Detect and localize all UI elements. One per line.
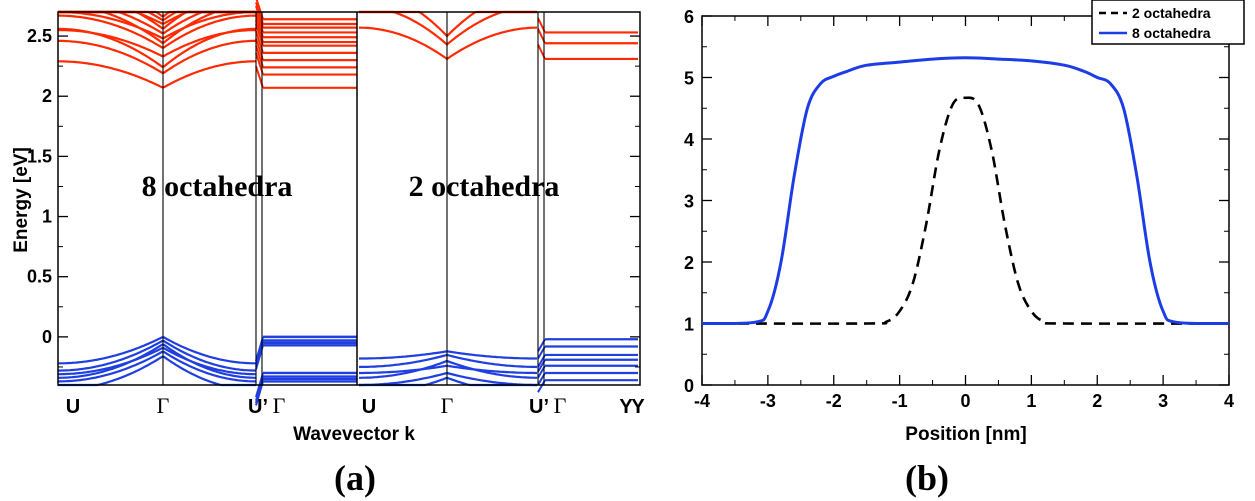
valence-band [58,343,256,379]
plot-frame-b [701,15,1230,386]
legend: 2 octahedra 8 octahedra [1091,0,1245,45]
x-tick-label-b: -2 [826,391,842,411]
x-tick-label-b: 4 [1224,391,1234,411]
y-tick-label-b: 0 [684,376,694,396]
valence-band [359,364,537,375]
conduction-band [58,60,256,89]
frame-rect-a [57,11,641,386]
legend-entry-8-octahedra: 8 octahedra [1132,25,1211,41]
kpoint-label: Γ [554,393,567,418]
conduction-bands [57,0,638,89]
high-symmetry-lines [162,12,545,385]
conduction-band [358,26,538,61]
conduction-band [58,10,256,40]
x-tick-label-b: 0 [960,391,970,411]
kpoint-label: Y [631,396,645,418]
kpoint-label: Y [619,396,633,418]
y-tick-label-b: 4 [684,130,694,150]
valence-band [359,371,537,387]
y-tick-label-b: 6 [684,7,694,27]
y-tick-label-a: 1 [42,207,52,227]
potential-profile-chart: -4 -3 -2 -1 0 1 2 3 4 0 1 2 3 4 5 6 Position [nm] 2 oct… [684,0,1245,445]
valence-band [358,353,538,369]
plot-frame-a [57,11,641,386]
kpoint-label: U [362,396,376,418]
series-lines [701,56,1230,326]
y-tick-label-a: 0.5 [27,267,52,287]
y-tick-label-a: 1.5 [27,146,52,166]
valence-band [58,340,257,372]
series-line-2-octahedra [701,96,1230,325]
y-tick-label-b: 2 [684,253,694,273]
legend-box [1091,0,1245,45]
valence-band [359,359,537,379]
frame-rect-b [701,15,1230,386]
x-tick-label-b: -4 [694,391,710,411]
conduction-band [58,39,256,74]
kpoint-labels: U Γ U’ Γ YU Γ U’ Γ Y [66,393,646,418]
x-tick-label-b: -1 [892,391,908,411]
caption-a: (a) [334,458,376,498]
valence-band [58,336,256,365]
conduction-band [57,28,257,58]
conduction-band [58,14,256,49]
x-tick-label-b: 3 [1158,391,1168,411]
valence-band [359,376,537,387]
series-line-8-octahedra [701,56,1230,326]
x-tick-label-b: 1 [1026,391,1036,411]
y-axis-label-a: Energy [eV] [11,147,32,253]
conduction-band [359,10,537,38]
kpoint-label: Γ [157,393,170,418]
valence-band [58,350,256,383]
kpoint-label: U’ [248,396,268,418]
annotation-8-octahedra: 8 octahedra [142,170,293,203]
kpoint-label: U [66,396,80,418]
x-tick-label-b: -3 [760,391,776,411]
y-tick-label-b: 3 [684,192,694,212]
y-ticks-a: 0 0.5 1 1.5 2 2.5 [27,26,640,368]
conduction-band [359,10,537,46]
ticks-b: -4 -3 -2 -1 0 1 2 3 4 0 1 2 3 4 5 6 [684,7,1234,411]
valence-band [359,350,537,360]
y-tick-label-a: 0 [42,327,52,347]
y-tick-label-a: 2 [42,86,52,106]
x-tick-label-b: 2 [1092,391,1102,411]
y-tick-label-b: 5 [684,69,694,89]
valence-band [58,347,256,376]
caption-b: (b) [905,458,949,498]
annotation-2-octahedra: 2 octahedra [409,170,560,203]
kpoint-label: Γ [273,393,286,418]
y-tick-label-a: 2.5 [27,26,52,46]
valence-bands [58,335,638,406]
kpoint-label: U’ [529,396,549,418]
band-structure-chart: 00.511.522.5 U Γ U’ Γ YU Γ U’ Γ Y 8 octahedra 2 … [11,0,645,445]
y-tick-label-b: 1 [684,315,694,335]
x-axis-label-a: Wavevector k [293,424,415,445]
x-axis-label-b: Position [nm] [905,424,1026,445]
legend-entry-2-octahedra: 2 octahedra [1132,5,1211,21]
kpoint-label: Γ [441,393,454,418]
